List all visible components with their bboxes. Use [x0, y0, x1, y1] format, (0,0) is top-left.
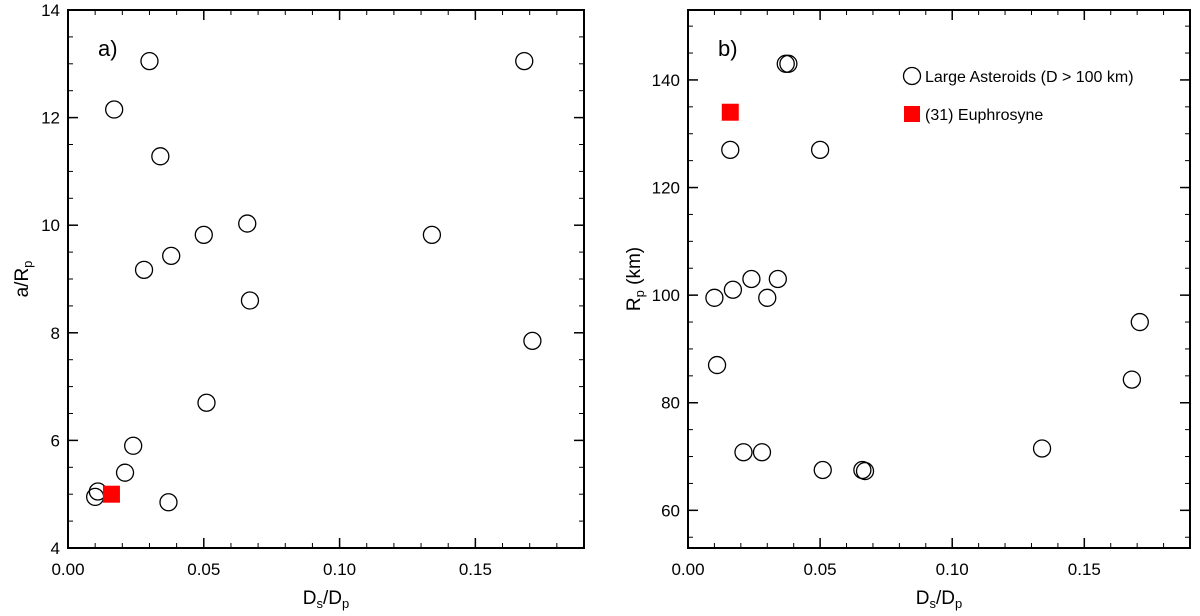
- asteroid-point: [707, 355, 727, 375]
- euphrosyne-marker: [102, 485, 120, 503]
- plot-frame: [67, 9, 585, 549]
- legend-square-icon: [904, 106, 920, 122]
- legend-circle-icon: [902, 66, 922, 86]
- asteroid-point: [134, 260, 154, 280]
- asteroid-point: [752, 443, 772, 462]
- y-axis-label: Rp (km): [624, 247, 647, 311]
- panel-label: a): [98, 36, 118, 61]
- asteroid-point: [723, 280, 743, 299]
- panel-label: b): [718, 36, 738, 61]
- x-tick-label: 0.10: [936, 560, 969, 579]
- y-tick-label: 10: [41, 216, 60, 235]
- panel-a: 0.00 0.05 0.10 0.15 4 6 8 10 12 14 Ds/Dp a/Rp a): [12, 1, 585, 611]
- plot-frame: [687, 9, 1191, 549]
- x-tick-label: 0.05: [187, 560, 220, 579]
- y-tick-label: 140: [652, 71, 680, 90]
- x-tick-label: 0.00: [51, 560, 84, 579]
- asteroid-point: [779, 54, 798, 73]
- y-tick-label: 100: [652, 286, 680, 305]
- asteroid-point: [240, 291, 260, 310]
- legend-label: Large Asteroids (D > 100 km): [925, 69, 1134, 86]
- x-tick-label: 0.00: [671, 560, 704, 579]
- asteroid-point: [105, 100, 124, 119]
- x-tick-label: 0.15: [459, 560, 492, 579]
- asteroid-point: [758, 288, 777, 307]
- asteroid-point: [768, 269, 787, 289]
- x-tick-label: 0.15: [1068, 560, 1101, 579]
- asteroid-point: [813, 460, 832, 480]
- x-tick-label: 0.10: [323, 560, 356, 579]
- asteroid-point: [1130, 312, 1149, 332]
- y-tick-label: 12: [41, 109, 60, 128]
- y-tick-label: 14: [41, 1, 60, 20]
- asteroid-point: [523, 331, 542, 351]
- asteroid-point: [422, 225, 442, 245]
- asteroid-point: [1032, 439, 1052, 458]
- x-tick-label: 0.05: [804, 560, 837, 579]
- legend-label: (31) Euphrosyne: [925, 107, 1043, 124]
- asteroid-point: [238, 214, 257, 233]
- asteroid-point: [197, 393, 216, 412]
- asteroid-point: [742, 269, 761, 289]
- asteroid-point: [810, 140, 830, 160]
- asteroid-point: [705, 288, 724, 307]
- y-tick-label: 6: [51, 431, 60, 450]
- asteroid-point: [151, 147, 170, 166]
- asteroid-point: [162, 246, 181, 266]
- y-tick-label: 8: [51, 324, 60, 343]
- asteroid-point: [115, 463, 135, 482]
- panel-b: 0.00 0.05 0.10 0.15 60 80 100 120 140 Ds/Dp Rp (km…: [624, 9, 1191, 611]
- y-tick-label: 60: [661, 501, 680, 520]
- y-tick-label: 4: [51, 539, 60, 558]
- asteroid-point: [86, 487, 105, 507]
- asteroid-point: [734, 443, 753, 462]
- asteroid-point: [140, 51, 159, 71]
- asteroid-point: [855, 461, 875, 481]
- x-axis-label: Ds/Dp: [303, 588, 349, 611]
- euphrosyne-marker: [721, 103, 739, 121]
- y-axis-label: a/Rp: [12, 261, 35, 298]
- y-tick-label: 80: [661, 394, 680, 413]
- asteroid-point: [124, 436, 143, 455]
- asteroid-point: [1122, 370, 1142, 389]
- asteroid-point: [721, 140, 740, 160]
- x-axis-label: Ds/Dp: [916, 588, 962, 611]
- asteroid-point: [159, 493, 178, 512]
- asteroid-point: [194, 225, 213, 245]
- y-tick-label: 120: [652, 179, 680, 198]
- asteroid-point: [515, 51, 534, 71]
